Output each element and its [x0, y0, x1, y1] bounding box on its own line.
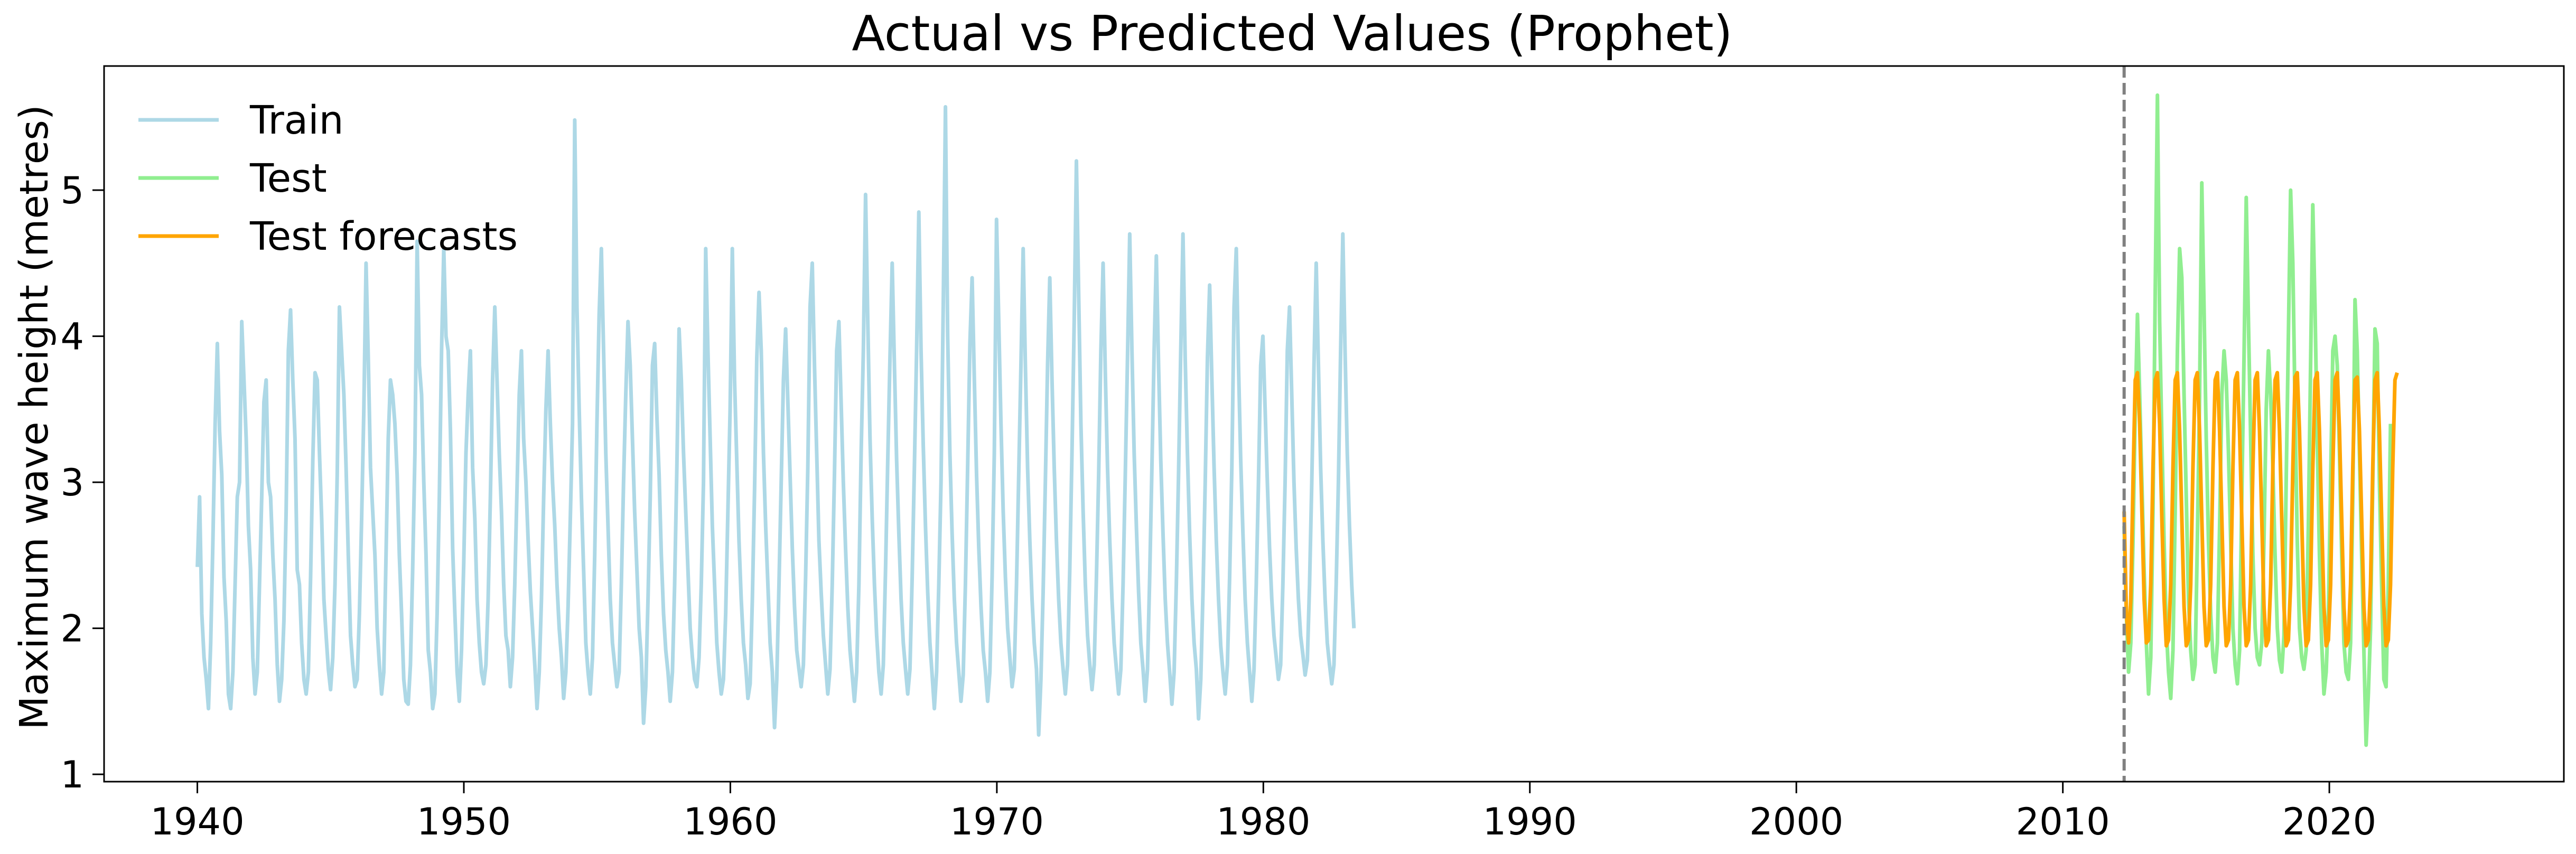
legend-label: Train	[249, 98, 344, 143]
series-line-test-forecasts	[2122, 371, 2399, 648]
series-line-train	[195, 105, 1356, 737]
x-tick-label: 1980	[1216, 800, 1310, 843]
x-tick-label: 1940	[150, 800, 244, 843]
x-tick-label: 2020	[2282, 800, 2376, 843]
legend: Train Test Test forecasts	[138, 98, 518, 259]
plot-frame	[103, 65, 2565, 783]
x-tick-label: 2010	[2016, 800, 2110, 843]
x-tick-label: 1960	[683, 800, 777, 843]
x-tick-label: 2000	[1749, 800, 1843, 843]
x-tick-label: 1950	[417, 800, 511, 843]
chart-title: Actual vs Predicted Values (Prophet)	[852, 5, 1732, 62]
x-tick-label: 1990	[1483, 800, 1577, 843]
y-tick-label: 5	[60, 169, 84, 212]
series-line-test	[2122, 93, 2393, 747]
y-tick-label: 1	[60, 753, 84, 796]
legend-label: Test	[249, 156, 327, 201]
y-tick-label: 3	[60, 461, 84, 504]
axes: 1940 1950 1960 1970 1980 1990 2000 2010 2020 1 2 3 4…	[60, 65, 2565, 843]
legend-label: Test forecasts	[249, 214, 518, 259]
y-axis-label: Maximum wave height (metres)	[12, 105, 57, 730]
plot-area	[195, 66, 2399, 782]
y-tick-label: 4	[60, 315, 84, 359]
x-tick-label: 1970	[950, 800, 1044, 843]
y-tick-label: 2	[60, 607, 84, 651]
